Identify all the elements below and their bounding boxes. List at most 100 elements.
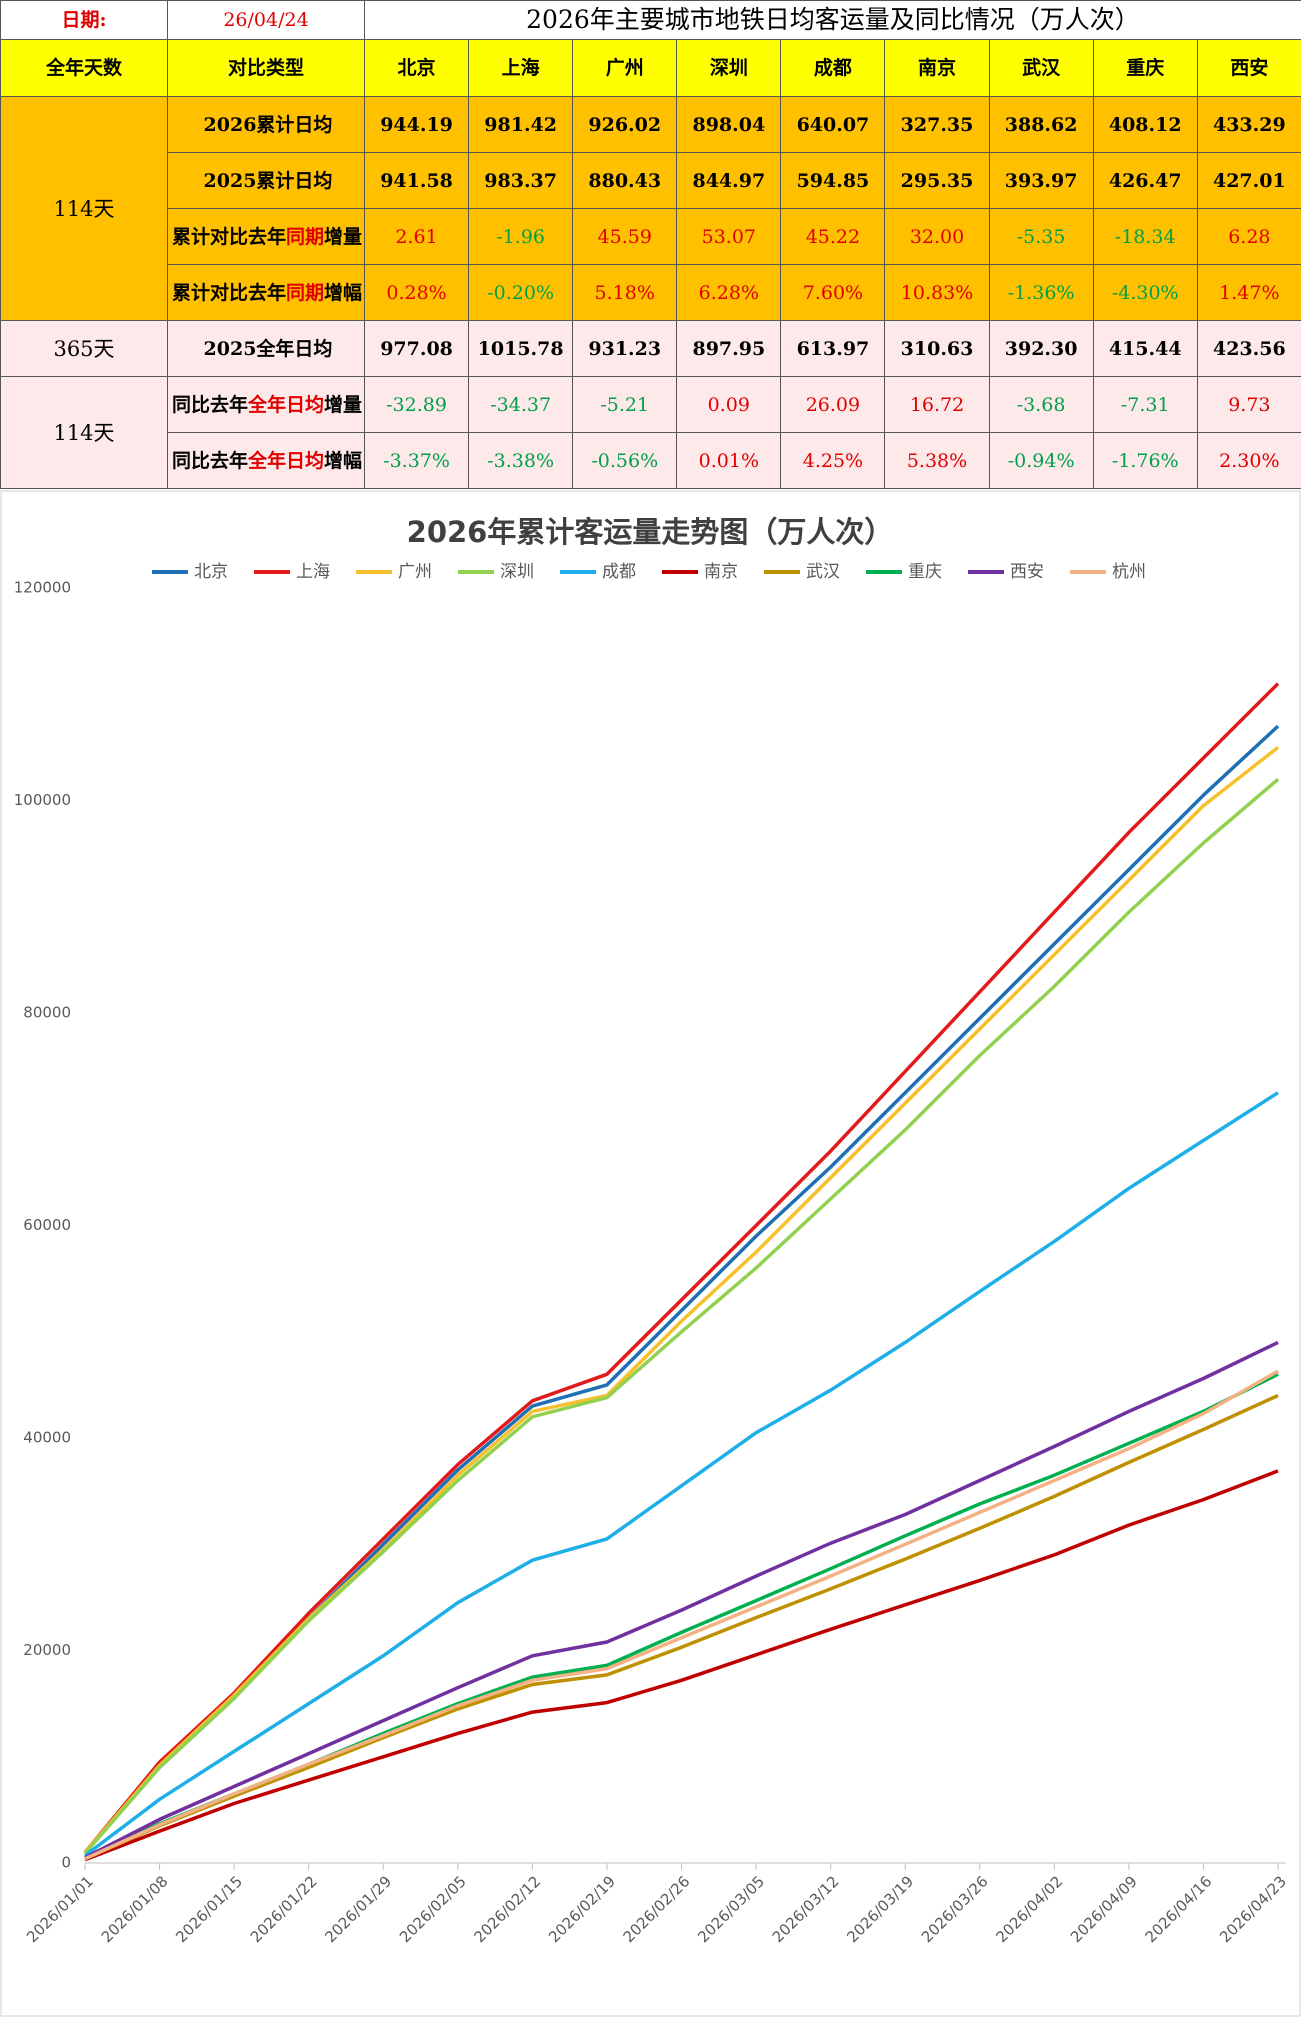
day-count: 365天 <box>0 320 168 377</box>
y-tick-label: 80000 <box>23 1004 71 1022</box>
table-value: 2.61 <box>363 208 470 265</box>
table-row: 累计对比去年同期增幅 0.28% -0.20% 5.18% 6.28% 7.60% 10.8… <box>1 264 1301 321</box>
table-body: 日期: 26/04/24 2026年主要城市地铁日均客运量及同比情况（万人次） 全年天… <box>0 0 1301 489</box>
header-row: 全年天数 对比类型 北京 上海 广州 深圳 成都 南京 武汉 重庆 西安 <box>0 39 1301 97</box>
column-header: 西安 <box>1196 39 1301 97</box>
table-value: 880.43 <box>572 152 678 209</box>
row-type: 同比去年全年日均增幅 <box>167 432 365 489</box>
y-tick-label: 0 <box>61 1854 71 1872</box>
table-value: 6.28% <box>676 264 782 321</box>
table-value: 898.04 <box>676 96 782 153</box>
table-value: 10.83% <box>884 264 990 321</box>
y-tick-label: 20000 <box>23 1641 71 1659</box>
row-type-part: 全年日均 <box>248 449 325 472</box>
table-value: 0.28% <box>363 264 470 321</box>
table-value: 0.09 <box>676 376 782 433</box>
table-value: -3.37% <box>363 432 470 489</box>
row-type-part: 累计对比去年 <box>172 225 287 248</box>
table-row: 114天 2026累计日均 944.19 981.42 926.02 898.04 640.… <box>0 96 1301 321</box>
series-line <box>84 1469 1279 1862</box>
table-value: -3.38% <box>468 432 574 489</box>
table-title: 2026年主要城市地铁日均客运量及同比情况（万人次） <box>364 0 1301 40</box>
row-type-part: 增幅 <box>324 281 363 304</box>
row-type-part: 累计对比去年 <box>172 281 287 304</box>
table-value: 1.47% <box>1196 264 1301 321</box>
table-value: 392.30 <box>988 320 1094 377</box>
table-value: 427.01 <box>1196 152 1301 209</box>
table-value: 295.35 <box>884 152 990 209</box>
legend-label: 深圳 <box>500 562 534 582</box>
row-type-part: 同期 <box>286 281 325 304</box>
table-row: 114天 同比去年全年日均增量 -32.89 -34.37 -5.21 0.09 26.09… <box>0 376 1301 489</box>
table-row: 累计对比去年同期增量 2.61 -1.96 45.59 53.07 45.22 32.00-… <box>1 208 1301 265</box>
column-header: 上海 <box>468 39 574 97</box>
table-value: 594.85 <box>780 152 886 209</box>
series-line <box>83 746 1280 1854</box>
row-type: 累计对比去年同期增幅 <box>167 264 365 321</box>
y-tick-label: 60000 <box>23 1216 71 1234</box>
legend-label: 北京 <box>194 562 228 582</box>
column-header: 全年天数 <box>0 39 168 97</box>
legend-label: 南京 <box>704 562 738 582</box>
table-value: 9.73 <box>1196 376 1301 433</box>
chart: 2026年累计客运量走势图（万人次） 0 20000 40000 60000 80000… <box>0 490 1301 2017</box>
legend-label: 重庆 <box>908 562 942 582</box>
day-count: 114天 <box>0 376 168 489</box>
table-value: -5.21 <box>572 376 678 433</box>
table-value: 2.30% <box>1196 432 1301 489</box>
legend-label: 广州 <box>398 562 432 582</box>
table-value: -1.36% <box>988 264 1094 321</box>
legend-label: 上海 <box>296 562 330 582</box>
table-value: 53.07 <box>676 208 782 265</box>
row-type: 2025累计日均 <box>167 152 365 209</box>
table-value: -34.37 <box>468 376 574 433</box>
table-value: -1.76% <box>1092 432 1198 489</box>
table-value: 408.12 <box>1092 96 1198 153</box>
table-value: -0.56% <box>572 432 678 489</box>
table-value: -7.31 <box>1092 376 1198 433</box>
column-header: 南京 <box>884 39 990 97</box>
table-value: -0.94% <box>988 432 1094 489</box>
table-value: 931.23 <box>572 320 678 377</box>
table-value: 433.29 <box>1196 96 1301 153</box>
table-value: 32.00 <box>884 208 990 265</box>
legend-label: 杭州 <box>1112 562 1146 582</box>
table-value: 45.59 <box>572 208 678 265</box>
table-value: 944.19 <box>363 96 470 153</box>
table-value: 6.28 <box>1196 208 1301 265</box>
row-type-part: 增量 <box>324 393 363 416</box>
table-value: 4.25% <box>780 432 886 489</box>
table-value: 388.62 <box>988 96 1094 153</box>
table-value: 310.63 <box>884 320 990 377</box>
table-value: 640.07 <box>780 96 886 153</box>
table-value: 613.97 <box>780 320 886 377</box>
date-label: 日期: <box>0 0 168 40</box>
title-row: 日期: 26/04/24 2026年主要城市地铁日均客运量及同比情况（万人次） <box>0 0 1301 40</box>
row-type: 同比去年全年日均增量 <box>167 376 365 433</box>
series-line <box>83 1091 1279 1857</box>
row-type-part: 同期 <box>286 225 325 248</box>
table-value: 897.95 <box>676 320 782 377</box>
column-header: 成都 <box>780 39 886 97</box>
y-tick-label: 100000 <box>14 791 71 809</box>
column-header: 深圳 <box>676 39 782 97</box>
column-header: 武汉 <box>988 39 1094 97</box>
table-value: 0.01% <box>676 432 782 489</box>
table-row: 同比去年全年日均增幅 -3.37% -3.38% -0.56% 0.01% 4.25% 5.… <box>1 432 1301 489</box>
row-type-part: 2025全年日均 <box>203 337 333 360</box>
table-value: -4.30% <box>1092 264 1198 321</box>
summary-table: 日期: 26/04/24 2026年主要城市地铁日均客运量及同比情况（万人次） 全年天… <box>0 0 1301 489</box>
table-value: 393.97 <box>988 152 1094 209</box>
series-line <box>84 1340 1279 1860</box>
table-value: -3.68 <box>988 376 1094 433</box>
day-count: 114天 <box>0 96 168 321</box>
row-type-part: 同比去年 <box>172 449 249 472</box>
date-value: 26/04/24 <box>167 0 365 40</box>
row-type-part: 全年日均 <box>248 393 325 416</box>
table-value: -18.34 <box>1092 208 1198 265</box>
table-value: 844.97 <box>676 152 782 209</box>
table-value: -5.35 <box>988 208 1094 265</box>
row-type: 2025全年日均 <box>167 320 365 377</box>
table-value: 926.02 <box>572 96 678 153</box>
